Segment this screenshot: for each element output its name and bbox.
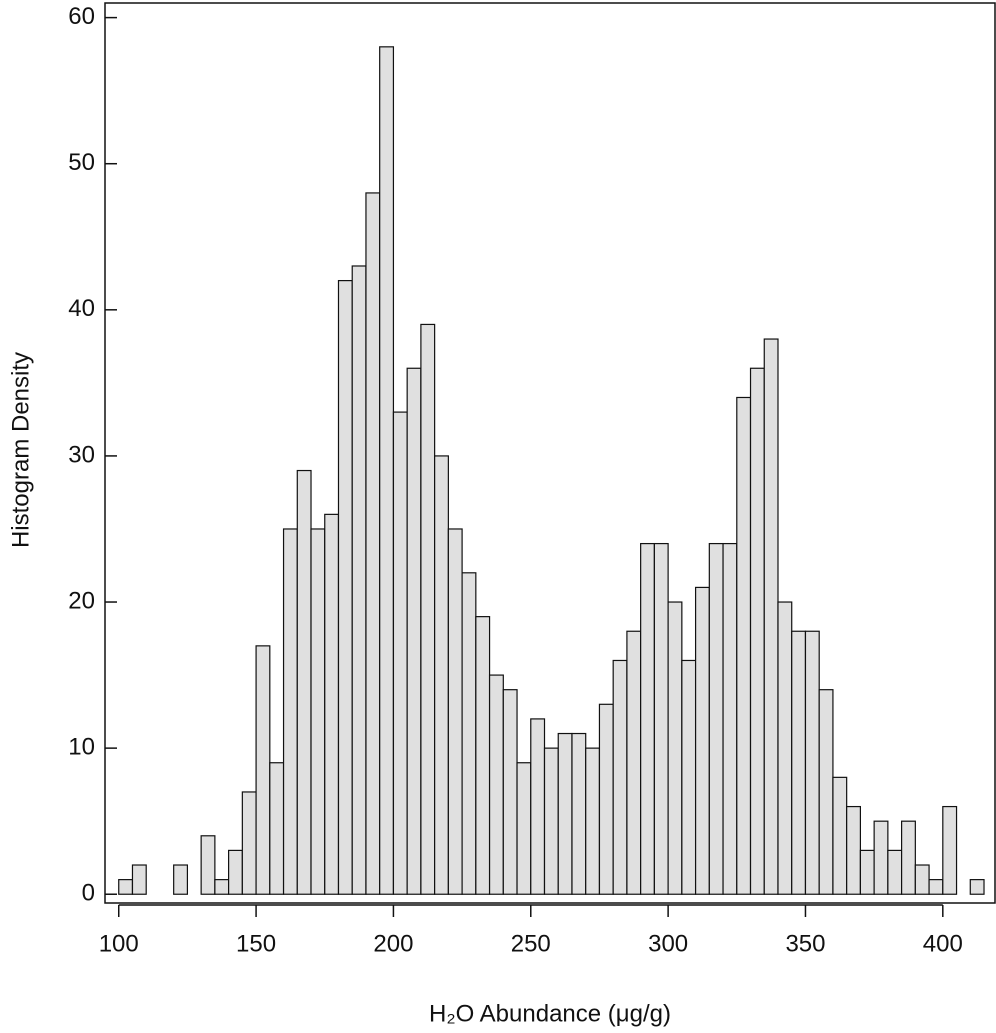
bar [200,835,216,895]
bar [571,732,587,895]
bar [406,367,422,895]
bar [626,630,642,895]
x-tick-label: 100 [99,930,139,957]
bar [214,879,230,895]
bar [722,542,738,895]
bar [420,323,436,895]
bar [502,689,518,895]
bar [447,528,463,895]
bar [269,762,285,895]
bar [667,601,683,895]
bar [598,703,614,895]
bar [846,805,862,895]
bar [475,616,491,895]
y-axis-label: Histogram Density [7,352,34,548]
bar [585,747,601,895]
bar [461,572,477,895]
bar [241,791,257,895]
bar [804,630,820,895]
bar [296,469,312,895]
bar [337,279,353,895]
bar [392,411,408,895]
y-tick-label: 30 [68,441,95,468]
bar [736,396,752,895]
bar [131,864,147,895]
bar [255,645,271,895]
bar [928,879,944,895]
x-tick-label: 400 [923,930,963,957]
bar [365,192,381,895]
bar [914,864,930,895]
bar [969,879,985,895]
bar [901,820,916,895]
plot-frame [104,2,996,904]
bar [942,805,958,895]
bar [640,542,655,895]
bar [488,674,504,895]
x-tick-label: 350 [785,930,825,957]
y-tick-label: 60 [68,3,95,30]
bar [887,849,903,895]
y-tick-label: 20 [68,587,95,614]
y-tick-label: 0 [82,880,95,907]
bar [653,542,669,895]
y-tick-label: 10 [68,733,95,760]
bar [859,849,875,895]
bar [310,528,326,895]
bar [557,732,573,895]
x-tick-label: 250 [511,930,551,957]
bar [818,689,834,895]
bar [379,46,395,895]
bar [791,630,807,895]
y-tick-label: 50 [68,149,95,176]
bar [324,513,340,895]
bar [749,367,765,895]
bar [681,659,697,895]
y-tick-label: 40 [68,295,95,322]
bar [351,265,367,895]
bar [118,879,134,895]
bar [763,338,779,895]
bar [228,849,243,895]
bar [173,864,189,895]
bar [543,747,559,895]
bar [516,762,532,895]
x-axis-label: H₂O Abundance (μg/g) [429,1000,671,1027]
bar [832,776,848,895]
x-tick-label: 200 [373,930,413,957]
bar [694,586,710,895]
bar [612,659,628,895]
bar [282,528,298,895]
bar [708,542,724,895]
bar [873,820,889,895]
x-tick-label: 300 [648,930,688,957]
bar [777,601,793,895]
x-tick-label: 150 [236,930,276,957]
bar [434,455,449,895]
bar [530,718,546,895]
